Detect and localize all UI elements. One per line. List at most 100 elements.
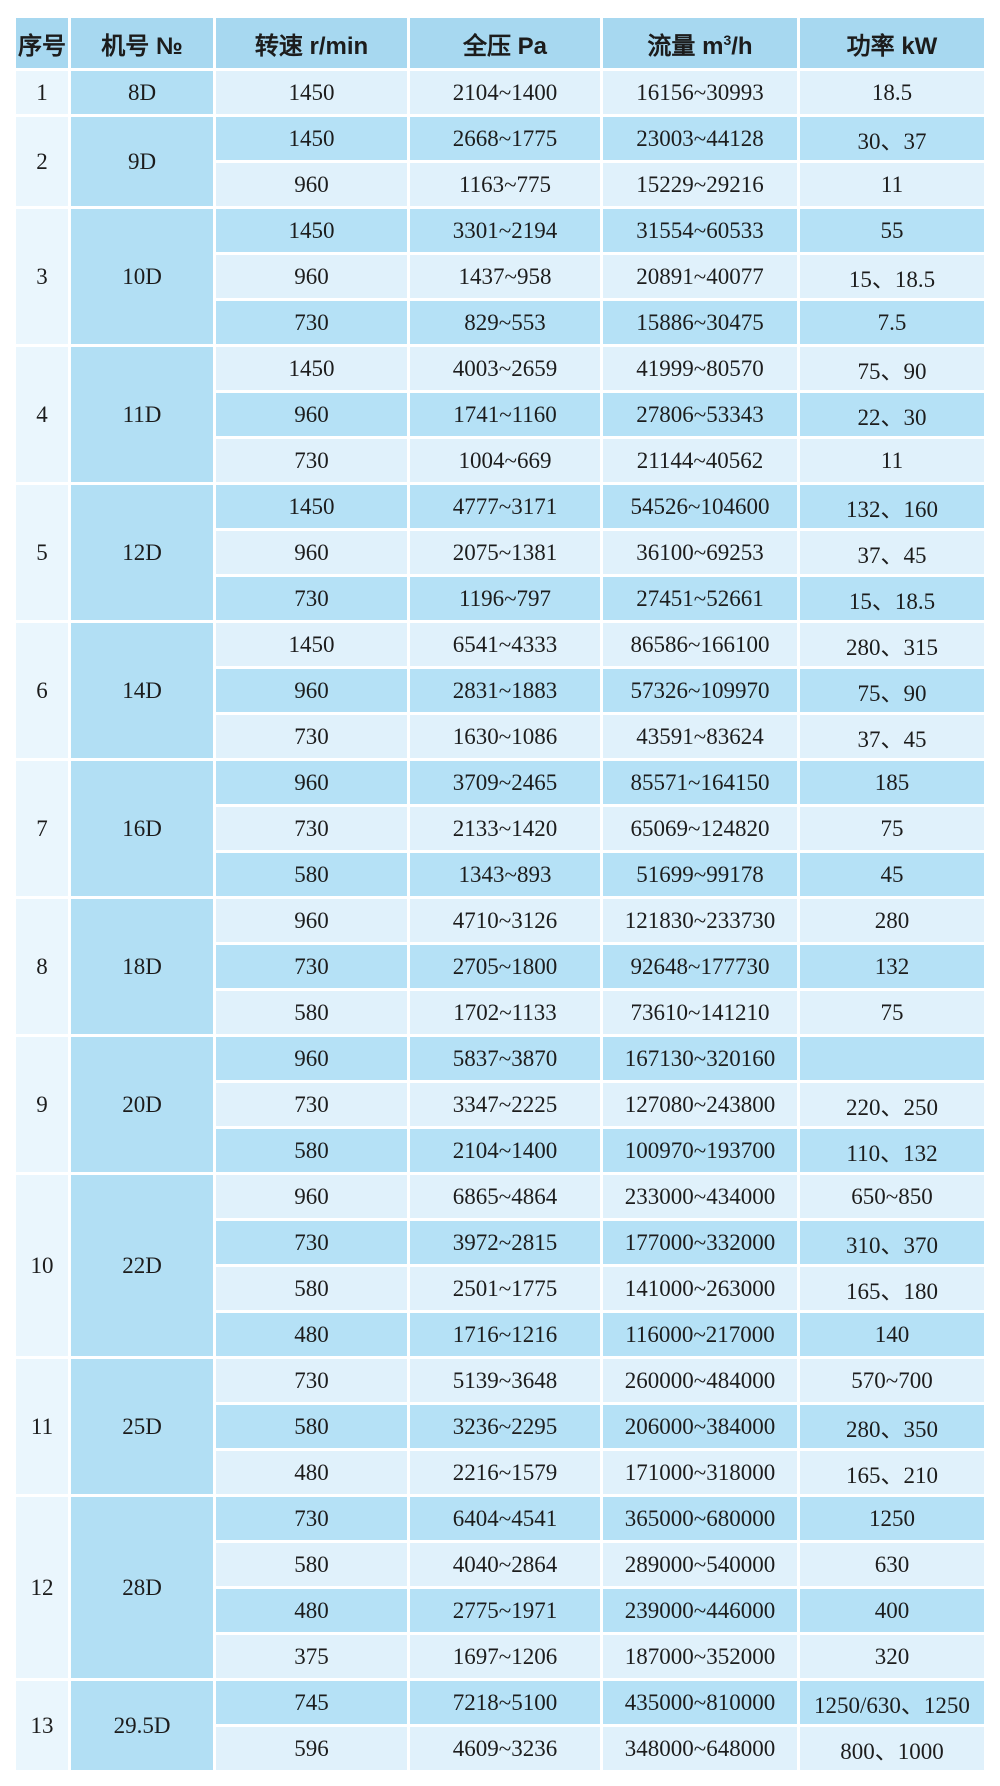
- power-cell: 800、1000: [800, 1727, 984, 1770]
- power-cell: 110、132: [800, 1129, 984, 1172]
- pressure-cell: 1716~1216: [410, 1313, 600, 1356]
- power-cell: 37、45: [800, 715, 984, 758]
- flow-cell: 31554~60533: [603, 209, 797, 252]
- power-cell: 11: [800, 163, 984, 206]
- table-row: 480 2216~1579 171000~318000 165、210: [16, 1451, 984, 1494]
- flow-cell: 15886~30475: [603, 301, 797, 344]
- flow-cell: 36100~69253: [603, 531, 797, 574]
- speed-cell: 596: [216, 1727, 407, 1770]
- pressure-cell: 1741~1160: [410, 393, 600, 436]
- flow-cell: 21144~40562: [603, 439, 797, 482]
- serial-number-cell: 12: [16, 1497, 68, 1678]
- pressure-cell: 6404~4541: [410, 1497, 600, 1540]
- power-cell: 37、45: [800, 531, 984, 574]
- speed-cell: 730: [216, 807, 407, 850]
- speed-cell: 730: [216, 945, 407, 988]
- header-flow-superscript: 3: [723, 31, 732, 48]
- pressure-cell: 1163~775: [410, 163, 600, 206]
- flow-cell: 100970~193700: [603, 1129, 797, 1172]
- header-flow: 流量 m3/h: [603, 18, 797, 68]
- table-row: 480 1716~1216 116000~217000 140: [16, 1313, 984, 1356]
- table-row: 12 28D 730 6404~4541 365000~680000 1250: [16, 1497, 984, 1678]
- serial-number-cell: 1: [16, 71, 68, 114]
- header-speed: 转速 r/min: [216, 18, 407, 68]
- table-row: 8 18D 960 4710~3126 121830~233730 280: [16, 899, 984, 1034]
- speed-cell: 480: [216, 1313, 407, 1356]
- pressure-cell: 4040~2864: [410, 1543, 600, 1586]
- model-number-cell: 16D: [71, 761, 213, 896]
- pressure-cell: 3709~2465: [410, 761, 600, 804]
- serial-number-cell: 6: [16, 623, 68, 758]
- flow-cell: 92648~177730: [603, 945, 797, 988]
- power-cell: 45: [800, 853, 984, 896]
- table-row: 730 3347~2225 127080~243800 220、250: [16, 1083, 984, 1126]
- speed-cell: 580: [216, 853, 407, 896]
- speed-cell: 960: [216, 255, 407, 298]
- flow-cell: 16156~30993: [603, 71, 797, 114]
- power-cell: 630: [800, 1543, 984, 1586]
- speed-cell: 375: [216, 1635, 407, 1678]
- pressure-cell: 4003~2659: [410, 347, 600, 390]
- table-row: 1 8D 1450 2104~1400 16156~30993 18.5: [16, 71, 984, 114]
- speed-cell: 960: [216, 761, 407, 804]
- header-model: 机号 №: [71, 18, 213, 68]
- serial-number-cell: 8: [16, 899, 68, 1034]
- speed-cell: 960: [216, 669, 407, 712]
- power-cell: 22、30: [800, 393, 984, 436]
- flow-cell: 27451~52661: [603, 577, 797, 620]
- table-row: 960 1437~958 20891~40077 15、18.5: [16, 255, 984, 298]
- pressure-cell: 4710~3126: [410, 899, 600, 942]
- pressure-cell: 3301~2194: [410, 209, 600, 252]
- flow-cell: 167130~320160: [603, 1037, 797, 1080]
- serial-number-cell: 3: [16, 209, 68, 344]
- table-row: 4 11D 1450 4003~2659 41999~80570 75、90: [16, 347, 984, 482]
- pressure-cell: 3972~2815: [410, 1221, 600, 1264]
- table-row: 596 4609~3236 348000~648000 800、1000: [16, 1727, 984, 1770]
- table-row: 9 20D 960 5837~3870 167130~320160: [16, 1037, 984, 1172]
- flow-cell: 85571~164150: [603, 761, 797, 804]
- table-row: 580 2104~1400 100970~193700 110、132: [16, 1129, 984, 1172]
- pressure-cell: 1004~669: [410, 439, 600, 482]
- flow-cell: 121830~233730: [603, 899, 797, 942]
- flow-cell: 348000~648000: [603, 1727, 797, 1770]
- speed-cell: 580: [216, 991, 407, 1034]
- flow-cell: 365000~680000: [603, 1497, 797, 1540]
- speed-cell: 960: [216, 393, 407, 436]
- speed-cell: 960: [216, 1175, 407, 1218]
- serial-number-cell: 5: [16, 485, 68, 620]
- power-cell: 132、160: [800, 485, 984, 528]
- table-row: 10 22D 960 6865~4864 233000~434000 650~850: [16, 1175, 984, 1356]
- model-number-cell: 8D: [71, 71, 213, 114]
- flow-cell: 57326~109970: [603, 669, 797, 712]
- speed-cell: 730: [216, 301, 407, 344]
- power-cell: 1250: [800, 1497, 984, 1540]
- table-row: 6 14D 1450 6541~4333 86586~166100 280、315: [16, 623, 984, 758]
- power-cell: 280、350: [800, 1405, 984, 1448]
- power-cell: 310、370: [800, 1221, 984, 1264]
- table-row: 960 2831~1883 57326~109970 75、90: [16, 669, 984, 712]
- speed-cell: 1450: [216, 623, 407, 666]
- flow-cell: 23003~44128: [603, 117, 797, 160]
- speed-cell: 1450: [216, 347, 407, 390]
- table-row: 480 2775~1971 239000~446000 400: [16, 1589, 984, 1632]
- flow-cell: 187000~352000: [603, 1635, 797, 1678]
- flow-cell: 435000~810000: [603, 1681, 797, 1724]
- power-cell: 7.5: [800, 301, 984, 344]
- pressure-cell: 1630~1086: [410, 715, 600, 758]
- model-number-cell: 18D: [71, 899, 213, 1034]
- power-cell: 75、90: [800, 347, 984, 390]
- flow-cell: 43591~83624: [603, 715, 797, 758]
- model-number-cell: 12D: [71, 485, 213, 620]
- flow-cell: 27806~53343: [603, 393, 797, 436]
- pressure-cell: 6541~4333: [410, 623, 600, 666]
- table-row: 960 1163~775 15229~29216 11: [16, 163, 984, 206]
- model-number-cell: 28D: [71, 1497, 213, 1678]
- speed-cell: 960: [216, 531, 407, 574]
- speed-cell: 730: [216, 1497, 407, 1540]
- power-cell: 650~850: [800, 1175, 984, 1218]
- table-row: 375 1697~1206 187000~352000 320: [16, 1635, 984, 1678]
- table-row: 2 9D 1450 2668~1775 23003~44128 30、37: [16, 117, 984, 206]
- power-cell: 55: [800, 209, 984, 252]
- flow-cell: 51699~99178: [603, 853, 797, 896]
- flow-cell: 41999~80570: [603, 347, 797, 390]
